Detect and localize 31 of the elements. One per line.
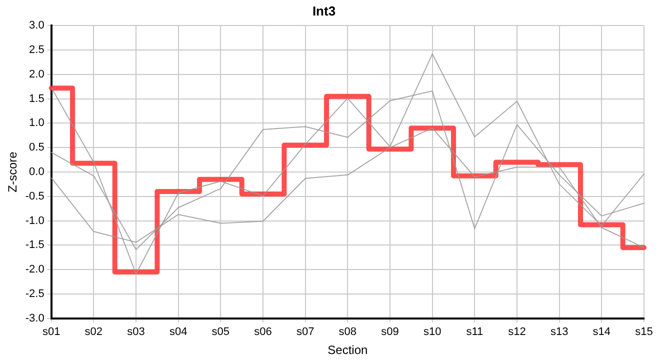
y-tick-label: -2.0	[25, 264, 44, 276]
y-tick-label: 1.0	[29, 117, 44, 130]
x-tick-label: s13	[550, 326, 568, 338]
x-tick-label: s05	[212, 326, 230, 338]
x-tick-label: s14	[592, 326, 611, 338]
x-tick-label: s07	[296, 326, 314, 338]
x-tick-label: s01	[42, 326, 60, 338]
x-tick-label: s09	[381, 326, 399, 338]
x-tick-label: s06	[254, 326, 272, 338]
x-tick-label: s02	[84, 326, 103, 338]
x-tick-label: s15	[635, 326, 653, 338]
x-tick-label: s03	[127, 326, 145, 338]
y-tick-label: 3.0	[29, 20, 44, 32]
x-tick-label: s04	[169, 326, 188, 338]
y-tick-label: 2.5	[29, 44, 44, 56]
y-tick-label: 1.5	[29, 92, 44, 105]
y-tick-label: 0.5	[29, 142, 44, 154]
y-tick-label: 0.0	[29, 166, 44, 178]
x-tick-label: s10	[423, 326, 442, 338]
y-tick-label: -2.5	[25, 288, 44, 300]
y-tick-label: -1.5	[25, 239, 44, 252]
y-tick-label: -3.0	[25, 312, 44, 324]
x-tick-label: s11	[466, 326, 484, 338]
x-axis-title: Section	[328, 343, 368, 358]
y-tick-label: 2.0	[29, 68, 44, 80]
x-tick-label: s08	[338, 326, 357, 338]
y-tick-label: -1.0	[25, 214, 44, 227]
y-axis-title: Z-score	[6, 151, 20, 192]
x-tick-label: s12	[508, 326, 526, 338]
y-tick-label: -0.5	[25, 190, 44, 202]
chart-title: Int3	[312, 3, 336, 18]
